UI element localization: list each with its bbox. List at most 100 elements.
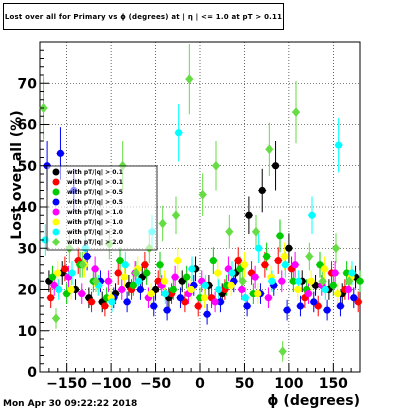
data-point — [295, 277, 303, 285]
data-point — [216, 298, 225, 306]
data-point — [331, 269, 339, 277]
data-point — [281, 261, 289, 269]
data-point — [261, 261, 269, 269]
data-point — [318, 276, 327, 287]
data-point — [120, 273, 129, 281]
data-point — [310, 298, 318, 306]
legend-entry: with pT/|q| > 0.5 — [67, 199, 123, 206]
data-point — [344, 285, 353, 294]
data-point — [227, 281, 235, 289]
data-point — [169, 285, 177, 294]
data-point — [104, 277, 113, 285]
data-point — [55, 285, 63, 294]
data-point — [174, 257, 182, 265]
data-point — [129, 281, 137, 289]
legend-marker — [52, 198, 60, 206]
y-tick-label: 50 — [18, 159, 38, 175]
data-point — [289, 277, 297, 285]
data-point — [201, 281, 209, 289]
data-point — [101, 302, 109, 310]
data-point — [68, 269, 76, 277]
data-point — [292, 107, 300, 118]
legend-marker — [52, 178, 60, 186]
data-point — [320, 265, 329, 273]
data-point — [172, 210, 180, 221]
y-tick-label: 40 — [18, 200, 38, 216]
data-point — [87, 298, 96, 306]
legend-entry: with pT/|q| > 0.1 — [67, 179, 123, 186]
legend-entry: with pT/|q| > 0.1 — [67, 169, 123, 176]
data-point — [92, 276, 100, 287]
data-point — [321, 285, 329, 294]
y-tick-label: 30 — [18, 241, 38, 257]
data-point — [56, 149, 65, 157]
date-stamp: Mon Apr 30 09:22:22 2018 — [3, 399, 138, 409]
data-point — [294, 285, 302, 294]
data-point — [251, 273, 259, 281]
data-point — [141, 261, 149, 269]
data-point — [135, 277, 143, 285]
data-point — [334, 290, 342, 298]
data-points — [39, 74, 364, 357]
data-point — [274, 257, 282, 265]
legend-marker — [52, 168, 60, 176]
data-point — [136, 285, 145, 294]
data-point — [114, 269, 122, 277]
data-point — [307, 277, 315, 285]
data-point — [212, 160, 220, 171]
data-point — [264, 294, 273, 302]
y-tick-label: 60 — [18, 118, 38, 134]
y-tick-label: 10 — [18, 324, 38, 340]
x-tick-label: −100 — [91, 376, 132, 392]
data-point — [258, 186, 266, 195]
x-tick-label: 50 — [235, 376, 255, 392]
data-point — [291, 261, 299, 269]
y-tick-label: 20 — [18, 283, 38, 299]
data-point — [194, 302, 202, 310]
data-point — [225, 226, 234, 237]
chart-title: Lost over all for Primary vs ϕ (degrees)… — [3, 3, 284, 30]
data-point — [332, 243, 340, 254]
legend-marker — [52, 218, 60, 226]
y-tick-label: 70 — [18, 76, 38, 92]
data-point — [243, 302, 251, 310]
x-tick-label: 0 — [195, 376, 205, 392]
data-point — [254, 290, 262, 298]
data-point — [61, 265, 69, 273]
legend-entry: with pT/|q| > 2.0 — [67, 229, 123, 236]
y-tick-label: 0 — [27, 365, 37, 381]
data-point — [238, 285, 246, 294]
data-point — [240, 261, 249, 269]
data-point — [268, 277, 276, 285]
data-point — [203, 310, 211, 318]
data-point — [255, 244, 263, 252]
data-point — [234, 257, 242, 265]
legend: with pT/|q| > 0.1 with pT/|q| > 0.1 with p… — [46, 165, 158, 251]
data-point — [285, 244, 293, 252]
data-point — [185, 74, 194, 85]
legend-marker — [52, 228, 60, 236]
data-point — [47, 294, 55, 302]
x-axis-label: ϕ (degrees) — [267, 393, 360, 409]
data-point — [283, 306, 291, 314]
data-point — [91, 265, 99, 273]
data-point — [175, 129, 183, 137]
data-point — [323, 306, 331, 314]
data-point — [329, 281, 337, 289]
legend-marker — [52, 238, 60, 246]
data-point — [356, 277, 364, 285]
data-point — [54, 269, 62, 277]
data-point — [48, 273, 57, 281]
legend-box — [46, 165, 158, 251]
legend-marker — [52, 208, 60, 216]
data-point — [350, 294, 358, 302]
data-point — [271, 162, 280, 170]
data-point — [116, 257, 124, 265]
data-point — [156, 261, 164, 269]
data-point — [78, 290, 86, 298]
legend-entry: with pT/|q| > 0.5 — [67, 189, 123, 196]
data-point — [280, 252, 289, 261]
data-point — [187, 285, 195, 294]
data-point — [348, 269, 356, 277]
